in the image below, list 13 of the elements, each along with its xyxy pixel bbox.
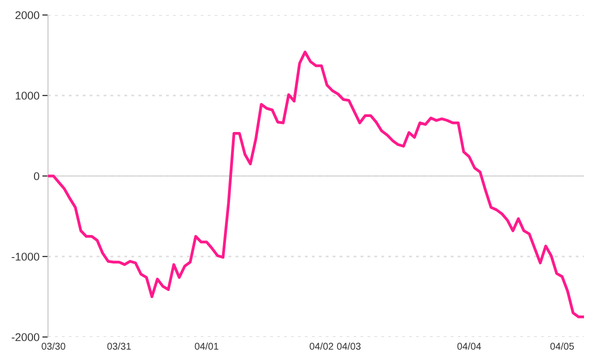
x-tick-label: 04/01	[194, 342, 218, 350]
y-tick-label: -2000	[12, 333, 40, 342]
x-tick-label: 04/03	[337, 342, 361, 350]
x-tick-label: 03/30	[42, 342, 66, 350]
y-tick-label: 0	[34, 172, 40, 180]
line-series	[48, 50, 584, 318]
x-tick-label: 04/02	[310, 342, 334, 350]
x-tick-label: 04/05	[550, 342, 574, 350]
y-tick-label: 1000	[16, 92, 40, 100]
x-tick-label: 04/04	[457, 342, 482, 350]
y-tick-label: 2000	[16, 11, 40, 20]
y-tick-label: -1000	[12, 252, 40, 261]
x-tick-label: 03/31	[107, 342, 131, 350]
